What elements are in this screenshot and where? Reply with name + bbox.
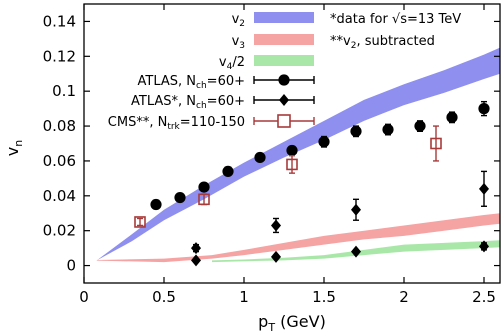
marker xyxy=(382,123,394,136)
data-point-2-8 xyxy=(479,240,489,253)
legend-marker-label-3: CMS**, Ntrk=110-150 xyxy=(108,115,245,132)
data-point-2-4 xyxy=(271,250,281,263)
x-tick-label: 2.5 xyxy=(472,288,496,306)
x-tick-label: 1 xyxy=(239,288,249,306)
data-point-3-3 xyxy=(286,155,298,174)
data-point-2-3 xyxy=(271,217,281,234)
data-point-1-3 xyxy=(198,181,210,193)
marker xyxy=(198,181,210,193)
x-tick-label: 0 xyxy=(79,288,89,306)
marker xyxy=(134,216,146,228)
data-point-2-5 xyxy=(351,198,361,221)
plot-frame xyxy=(83,3,501,284)
data-point-3-4 xyxy=(430,125,442,162)
y-axis-label: vn xyxy=(3,140,25,156)
marker xyxy=(479,240,489,253)
legend-marker-1 xyxy=(278,74,290,86)
note-sqrt-s: *data for √s=13 TeV xyxy=(330,12,461,27)
marker xyxy=(222,165,234,177)
marker xyxy=(478,103,490,115)
data-point-1-2 xyxy=(174,191,186,204)
legend-marker-label-2: ATLAS*, Nch=60+ xyxy=(131,94,245,111)
data-point-1-7 xyxy=(318,135,330,148)
marker xyxy=(350,125,362,137)
data-point-1-9 xyxy=(382,123,394,136)
data-point-1-1 xyxy=(150,198,162,211)
marker xyxy=(150,198,162,211)
marker xyxy=(174,191,186,204)
data-point-2-1 xyxy=(191,242,201,255)
marker xyxy=(198,193,210,206)
data-point-3-2 xyxy=(198,193,210,206)
y-tick-label: 0.02 xyxy=(43,222,76,240)
marker xyxy=(414,120,426,132)
marker xyxy=(271,250,281,263)
marker xyxy=(271,219,281,232)
legend-marker-3 xyxy=(277,114,291,128)
y-tick-label: 0.08 xyxy=(43,117,76,135)
data-point-3-1 xyxy=(134,216,146,228)
marker xyxy=(286,158,298,171)
y-tick-label: 0.1 xyxy=(52,82,76,100)
y-tick-label: 0 xyxy=(66,257,76,275)
marker xyxy=(479,182,489,195)
y-tick-label: 0.04 xyxy=(43,187,76,205)
x-tick-label: 0.5 xyxy=(152,288,176,306)
legend-marker-2 xyxy=(279,94,289,106)
x-tick-label: 1.5 xyxy=(312,288,336,306)
y-tick-label: 0.12 xyxy=(43,47,76,65)
legend-band-swatch-1 xyxy=(254,12,314,23)
x-axis-label: pT (GeV) xyxy=(258,312,326,333)
data-point-1-10 xyxy=(414,120,426,132)
legend-band-swatch-2 xyxy=(254,34,314,45)
data-point-1-6 xyxy=(286,144,298,157)
data-point-1-5 xyxy=(254,151,266,164)
legend-band-label-2: v3 xyxy=(232,34,245,51)
data-point-1-11 xyxy=(446,111,458,124)
y-tick-label: 0.06 xyxy=(43,152,76,170)
y-tick-label: 0.14 xyxy=(43,12,76,30)
marker xyxy=(254,151,266,164)
data-point-1-8 xyxy=(350,125,362,138)
legend-band-label-1: v2 xyxy=(232,12,245,29)
legend-marker-label-1: ATLAS, Nch=60+ xyxy=(138,74,245,91)
marker xyxy=(191,242,201,255)
data-point-2-6 xyxy=(351,245,361,258)
marker xyxy=(446,111,458,123)
data-point-2-2 xyxy=(191,254,201,267)
data-point-1-12 xyxy=(478,100,490,117)
marker xyxy=(430,137,442,150)
marker xyxy=(286,144,298,157)
legend-band-swatch-3 xyxy=(254,55,314,66)
note-subtracted: **v2, subtracted xyxy=(330,34,435,51)
marker xyxy=(318,136,330,148)
marker xyxy=(191,254,201,267)
data-point-1-4 xyxy=(222,165,234,177)
band-v2 xyxy=(96,47,501,261)
legend-band-label-3: v4/2 xyxy=(219,55,245,72)
marker xyxy=(351,245,361,258)
data-point-2-7 xyxy=(479,170,489,207)
x-tick-label: 2 xyxy=(399,288,409,306)
marker xyxy=(351,203,361,216)
